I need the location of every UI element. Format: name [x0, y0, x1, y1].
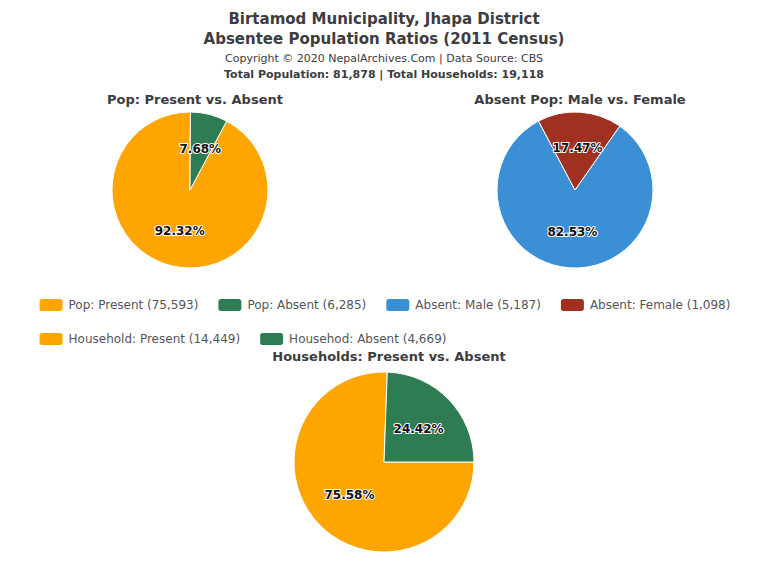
- svg-text:24.42%: 24.42%: [394, 422, 444, 436]
- svg-text:82.53%: 82.53%: [547, 225, 597, 239]
- svg-text:75.58%: 75.58%: [324, 488, 374, 502]
- svg-text:Households: Present vs. Absent: Households: Present vs. Absent: [272, 349, 505, 364]
- svg-text:Pop: Present (75,593): Pop: Present (75,593): [69, 298, 199, 312]
- svg-text:7.68%: 7.68%: [179, 142, 221, 156]
- svg-text:92.32%: 92.32%: [155, 224, 205, 238]
- svg-text:Birtamod Municipality, Jhapa D: Birtamod Municipality, Jhapa District: [228, 10, 539, 28]
- svg-text:Absent: Male (5,187): Absent: Male (5,187): [415, 298, 541, 312]
- svg-text:Absentee Population Ratios (20: Absentee Population Ratios (2011 Census): [204, 30, 565, 48]
- svg-text:Absent Pop: Male vs. Female: Absent Pop: Male vs. Female: [474, 92, 686, 107]
- svg-text:Pop: Present vs. Absent: Pop: Present vs. Absent: [107, 92, 283, 107]
- svg-text:Househod: Absent (4,669): Househod: Absent (4,669): [289, 332, 446, 346]
- svg-text:Copyright © 2020 NepalArchives: Copyright © 2020 NepalArchives.Com | Dat…: [225, 52, 543, 65]
- svg-text:Pop: Absent (6,285): Pop: Absent (6,285): [247, 298, 366, 312]
- svg-text:Household: Present (14,449): Household: Present (14,449): [69, 332, 241, 346]
- svg-text:Absent: Female (1,098): Absent: Female (1,098): [590, 298, 731, 312]
- svg-text:17.47%: 17.47%: [553, 141, 603, 155]
- svg-text:Total Population: 81,878 | Tot: Total Population: 81,878 | Total Househo…: [224, 68, 544, 81]
